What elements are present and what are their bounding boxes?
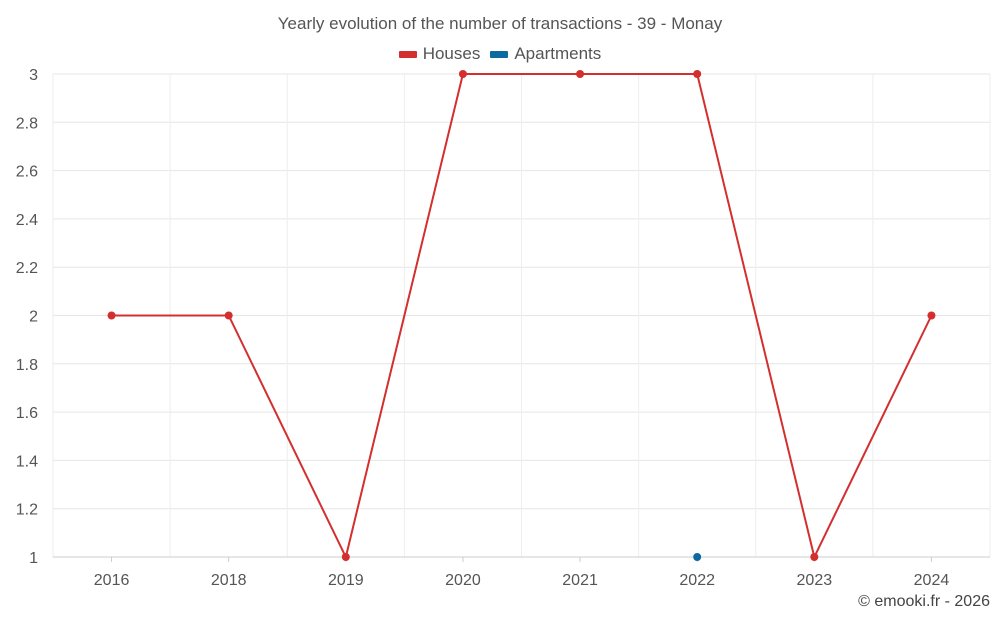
x-tick-label: 2016 <box>94 572 130 589</box>
data-point-houses[interactable] <box>458 70 467 78</box>
data-point-houses[interactable] <box>341 553 350 561</box>
y-tick-label: 2.4 <box>16 212 38 229</box>
y-tick-label: 3 <box>29 67 38 84</box>
y-tick-label: 1 <box>29 550 38 567</box>
y-tick-label: 2.8 <box>16 115 38 132</box>
data-point-houses[interactable] <box>107 311 116 320</box>
legend-item-houses[interactable]: Houses <box>398 44 481 64</box>
series-line-houses <box>111 73 933 560</box>
x-tick-label: 2021 <box>562 572 598 589</box>
legend-label-houses: Houses <box>422 44 481 63</box>
y-tick-label: 2 <box>29 309 38 326</box>
data-point-houses[interactable] <box>810 553 819 561</box>
data-point-houses[interactable] <box>927 311 936 320</box>
legend-item-apartments[interactable]: Apartments <box>490 44 601 64</box>
chart-legend: Houses Apartments <box>0 44 1000 64</box>
x-tick-label: 2023 <box>797 572 833 589</box>
legend-label-apartments: Apartments <box>514 44 602 63</box>
legend-swatch-houses <box>398 50 417 58</box>
data-point-apartments[interactable] <box>693 553 702 561</box>
x-tick-label: 2024 <box>914 572 950 589</box>
y-tick-label: 1.6 <box>16 405 38 422</box>
data-point-houses[interactable] <box>224 311 233 320</box>
legend-swatch-apartments <box>490 50 509 58</box>
x-tick-label: 2019 <box>328 572 364 589</box>
data-point-houses[interactable] <box>693 70 702 78</box>
x-tick-label: 2020 <box>445 572 481 589</box>
data-point-houses[interactable] <box>576 70 585 78</box>
credit-text: © emooki.fr - 2026 <box>858 593 990 610</box>
y-tick-label: 1.4 <box>16 453 38 470</box>
x-tick-label: 2018 <box>211 572 247 589</box>
x-tick-label: 2022 <box>679 572 715 589</box>
y-tick-label: 1.8 <box>16 357 38 374</box>
y-tick-label: 1.2 <box>16 502 38 519</box>
y-tick-label: 2.2 <box>16 260 38 277</box>
chart-title: Yearly evolution of the number of transa… <box>277 14 723 33</box>
y-tick-label: 2.6 <box>16 164 38 181</box>
